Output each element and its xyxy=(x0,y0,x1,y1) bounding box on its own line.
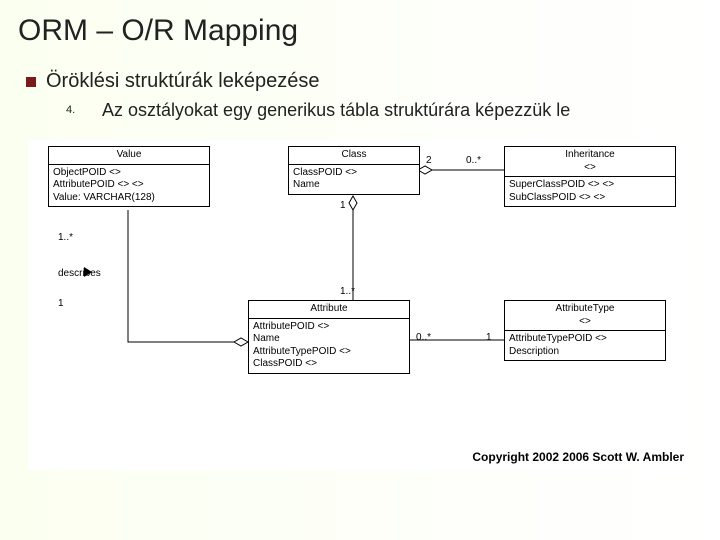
assoc-label-m_class_inh_right: 0..* xyxy=(466,155,481,166)
page-title: ORM – O/R Mapping xyxy=(18,14,298,48)
assoc-label-m_attr_type_left: 0..* xyxy=(416,332,431,343)
class-title: Value xyxy=(49,147,209,165)
class-title: Inheritance<> xyxy=(505,147,675,177)
slide: { "title": "ORM – O/R Mapping", "bullet1… xyxy=(0,0,720,540)
uml-diagram: Copyright 2002 2006 Scott W. Ambler Valu… xyxy=(28,140,692,470)
class-attrs: SuperClassPOID <> <>SubClassPOID <> <> xyxy=(505,177,675,206)
assoc-label-m_value_attr_bot: 1 xyxy=(58,298,64,309)
bullet-icon xyxy=(26,77,36,87)
assoc-label-m_class_attr_top: 1 xyxy=(340,200,346,211)
heading-level1: Öröklési struktúrák leképezése xyxy=(46,70,319,93)
assoc-label-m_value_attr_desc: describes xyxy=(58,268,101,279)
class-box-attrtype: AttributeType<>AttributeTypePOID <>Descr… xyxy=(504,300,666,361)
edge-value-to-attribute xyxy=(128,210,248,342)
copyright-text: Copyright 2002 2006 Scott W. Ambler xyxy=(472,450,684,464)
class-title: AttributeType<> xyxy=(505,301,665,331)
assoc-label-m_value_attr_top: 1..* xyxy=(58,232,73,243)
aggregation-diamond-icon xyxy=(349,196,357,210)
class-box-value: ValueObjectPOID <>AttributePOID <> <>Val… xyxy=(48,146,210,207)
assoc-label-m_attr_type_right: 1 xyxy=(486,332,492,343)
assoc-label-m_class_inh_left: 2 xyxy=(426,155,432,166)
class-box-attribute: AttributeAttributePOID <>NameAttributeTy… xyxy=(248,300,410,374)
class-box-class: ClassClassPOID <>Name xyxy=(288,146,420,195)
assoc-label-m_class_attr_bot: 1..* xyxy=(340,286,355,297)
class-attrs: AttributePOID <>NameAttributeTypePOID <>… xyxy=(249,319,409,373)
class-title: Attribute xyxy=(249,301,409,319)
class-attrs: AttributeTypePOID <>Description xyxy=(505,331,665,360)
class-attrs: ObjectPOID <>AttributePOID <> <>Value: V… xyxy=(49,165,209,207)
aggregation-diamond-icon xyxy=(418,166,432,174)
class-attrs: ClassPOID <>Name xyxy=(289,165,419,194)
aggregation-diamond-icon xyxy=(234,338,248,346)
list-number: 4. xyxy=(66,104,75,116)
class-box-inheritance: Inheritance<>SuperClassPOID <> <>SubClas… xyxy=(504,146,676,207)
heading-level2: Az osztályokat egy generikus tábla struk… xyxy=(102,100,570,121)
class-title: Class xyxy=(289,147,419,165)
